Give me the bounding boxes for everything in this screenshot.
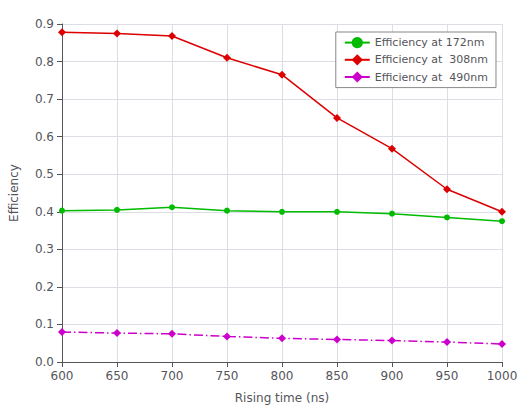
svg-text:Efficiency at 490nm: Efficiency at 490nm: [375, 71, 488, 84]
svg-text:0.4: 0.4: [35, 205, 54, 219]
svg-text:Efficiency at 308nm: Efficiency at 308nm: [375, 53, 488, 66]
svg-text:850: 850: [326, 369, 349, 383]
svg-text:0.8: 0.8: [35, 55, 54, 69]
svg-text:0.6: 0.6: [35, 130, 54, 144]
svg-text:750: 750: [216, 369, 239, 383]
svg-text:Efficiency at 172nm: Efficiency at 172nm: [375, 36, 485, 49]
svg-text:0.9: 0.9: [35, 17, 54, 31]
svg-text:0.5: 0.5: [35, 167, 54, 181]
svg-text:650: 650: [106, 369, 129, 383]
svg-text:0.3: 0.3: [35, 242, 54, 256]
svg-text:950: 950: [436, 369, 459, 383]
svg-text:0.1: 0.1: [35, 317, 54, 331]
svg-text:600: 600: [51, 369, 74, 383]
svg-text:700: 700: [161, 369, 184, 383]
svg-text:800: 800: [271, 369, 294, 383]
svg-text:0.0: 0.0: [35, 355, 54, 369]
svg-text:Efficiency: Efficiency: [7, 164, 21, 222]
svg-text:0.7: 0.7: [35, 92, 54, 106]
svg-text:900: 900: [381, 369, 404, 383]
svg-text:0.2: 0.2: [35, 280, 54, 294]
svg-text:Rising time (ns): Rising time (ns): [235, 391, 329, 405]
svg-text:1000: 1000: [487, 369, 518, 383]
